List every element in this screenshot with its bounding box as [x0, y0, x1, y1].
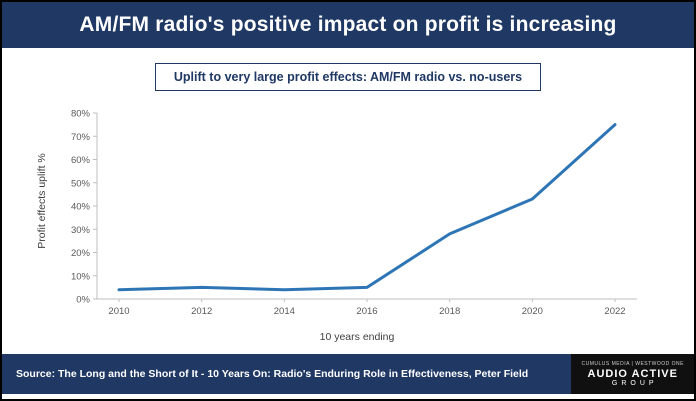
x-tick-label: 2014 [274, 306, 295, 317]
y-axis-label: Profit effects uplift % [36, 153, 48, 250]
x-tick-label: 2010 [108, 306, 129, 317]
y-tick-label: 80% [71, 109, 91, 120]
x-tick-label: 2020 [522, 306, 543, 317]
chart: Profit effects uplift % 0% 10% 20% 30% 40% 50… [33, 101, 663, 343]
brand-partners-text: CUMULUS MEDIA | WESTWOOD ONE [581, 361, 684, 367]
y-tick-label: 70% [71, 132, 91, 143]
y-tick-label: 40% [71, 202, 91, 213]
y-tick-label: 30% [71, 225, 91, 236]
chart-title: Uplift to very large profit effects: AM/… [154, 63, 542, 91]
logo-title: AUDIO ACTIVE [587, 368, 678, 380]
subtitle-row: Uplift to very large profit effects: AM/… [2, 63, 694, 91]
y-tick-label: 10% [71, 271, 91, 282]
x-tick-label: 2016 [356, 306, 377, 317]
y-tick-label: 20% [71, 248, 91, 259]
y-tick-label: 0% [76, 295, 90, 306]
y-axis-label-column: Profit effects uplift % [33, 101, 51, 329]
x-tick-label: 2022 [604, 306, 625, 317]
y-tick-label: 50% [71, 178, 91, 189]
source-text: Source: The Long and the Short of It - 1… [16, 368, 529, 380]
header-bar: AM/FM radio's positive impact on profit … [2, 2, 694, 48]
logo-subtitle: GROUP [611, 380, 658, 387]
line-chart-canvas: 0% 10% 20% 30% 40% 50% 60% 70% 80% 2010 2012 2014 20… [71, 109, 637, 317]
x-tick-label: 2012 [191, 306, 212, 317]
x-axis-label: 10 years ending [319, 331, 395, 343]
chart-row: Profit effects uplift % 0% 10% 20% 30% 40% 50… [33, 101, 663, 329]
y-tick-label: 60% [71, 155, 91, 166]
page-title: AM/FM radio's positive impact on profit … [79, 13, 617, 36]
footer-bar: Source: The Long and the Short of It - 1… [2, 354, 694, 394]
x-tick-label: 2018 [439, 306, 460, 317]
audio-active-group-logo: CUMULUS MEDIA | WESTWOOD ONE AUDIO ACTIV… [571, 354, 694, 394]
profit-uplift-line [117, 123, 617, 292]
